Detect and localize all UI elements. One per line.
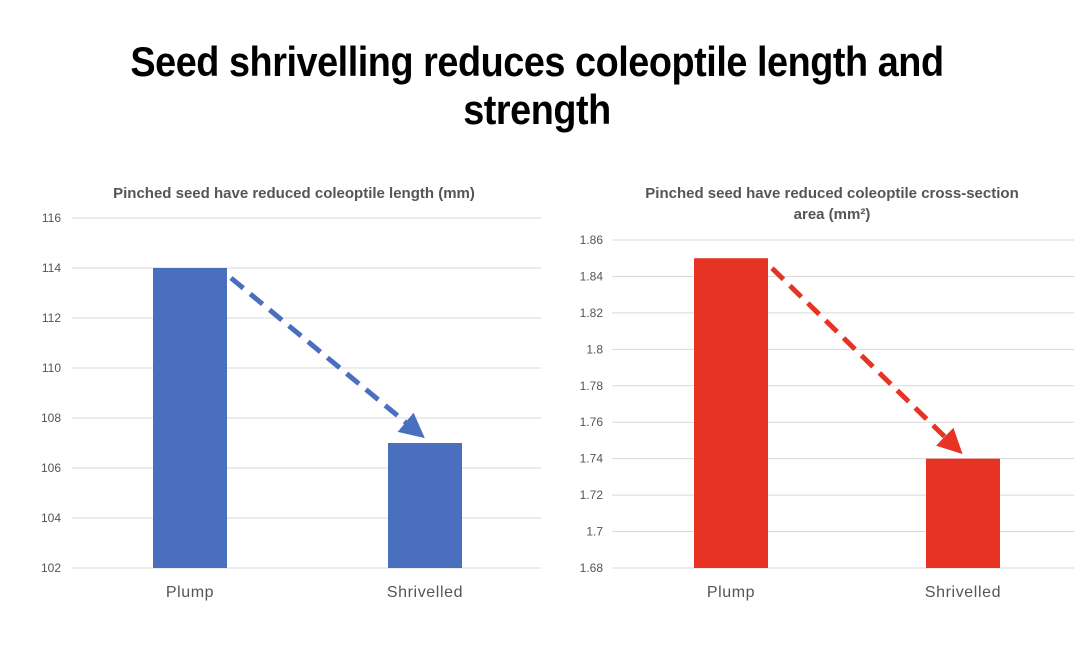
y-tick-label: 102 <box>41 561 61 575</box>
x-category-label: Shrivelled <box>925 584 1001 601</box>
y-tick-label: 112 <box>42 311 61 325</box>
y-tick-label: 1.84 <box>580 269 604 283</box>
chart-title-line: Pinched seed have reduced coleoptile len… <box>113 185 475 202</box>
y-tick-label: 1.68 <box>580 561 604 575</box>
y-tick-label: 104 <box>41 511 61 525</box>
y-tick-label: 114 <box>42 261 61 275</box>
y-tick-label: 1.8 <box>586 342 603 356</box>
y-tick-label: 1.86 <box>580 233 604 247</box>
x-category-label: Shrivelled <box>387 584 463 601</box>
y-tick-label: 1.7 <box>586 525 603 539</box>
y-tick-label: 116 <box>42 211 61 225</box>
bar-shrivelled <box>388 443 462 568</box>
x-category-label: Plump <box>707 584 755 601</box>
bar-shrivelled <box>926 458 1000 568</box>
y-tick-label: 1.82 <box>580 306 604 320</box>
trend-arrow <box>229 276 425 439</box>
bar-plump <box>153 268 227 568</box>
y-tick-label: 1.74 <box>580 452 604 466</box>
bar-plump <box>694 258 768 568</box>
y-tick-label: 106 <box>41 461 61 475</box>
chart-title-line: Pinched seed have reduced coleoptile cro… <box>645 185 1018 202</box>
main-title: Seed shrivelling reduces coleoptile leng… <box>130 38 944 133</box>
y-tick-label: 110 <box>42 361 61 375</box>
trend-arrow <box>770 266 963 455</box>
x-category-label: Plump <box>166 584 214 601</box>
y-tick-label: 108 <box>41 411 61 425</box>
chart-title-line: area (mm²) <box>794 206 871 223</box>
y-tick-label: 1.76 <box>580 415 604 429</box>
y-tick-label: 1.78 <box>580 379 604 393</box>
y-tick-label: 1.72 <box>580 488 604 502</box>
